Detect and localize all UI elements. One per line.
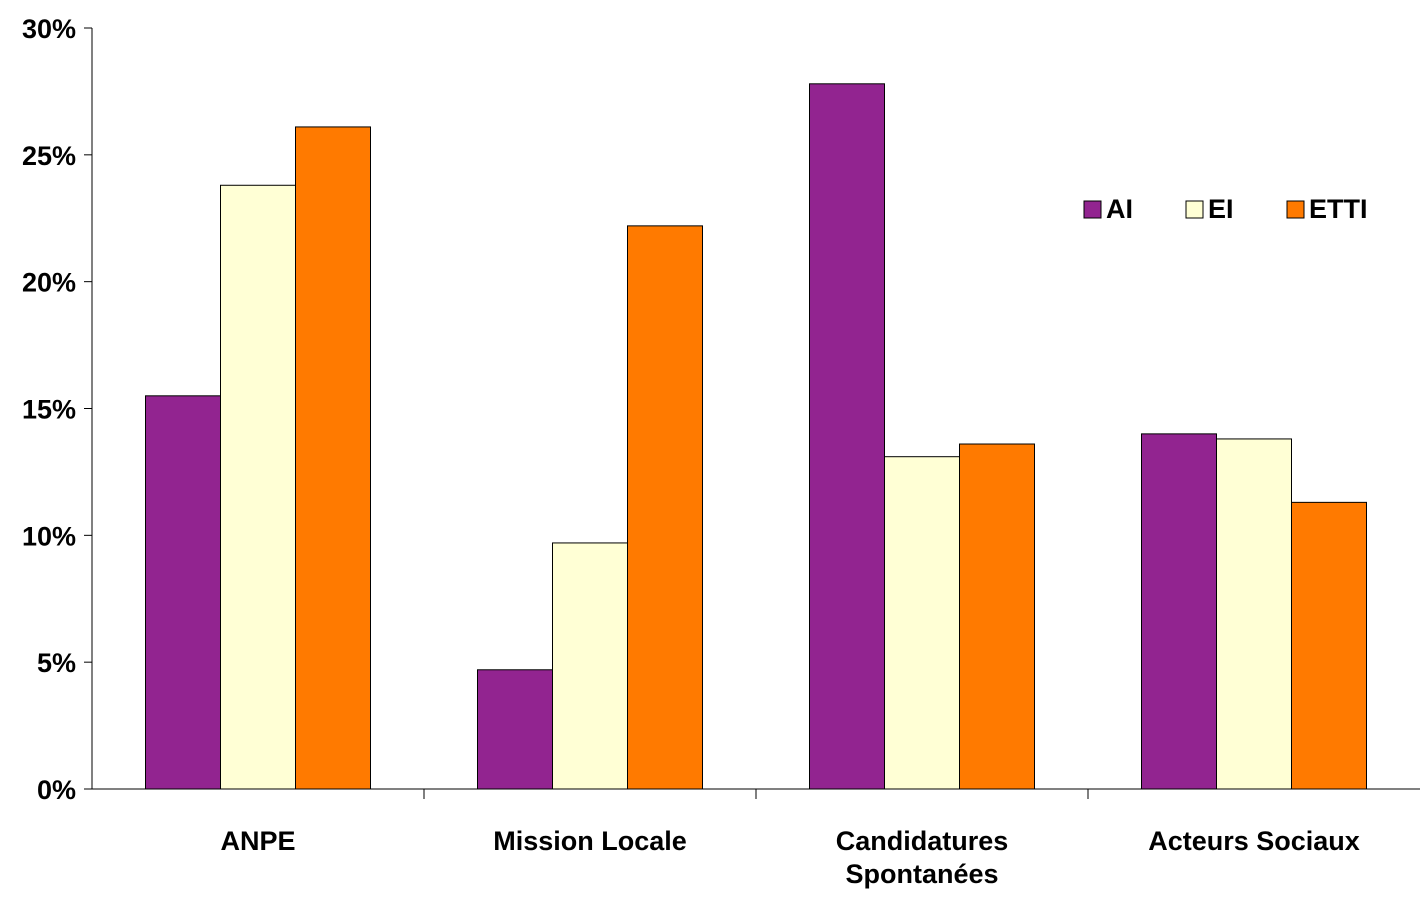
y-tick-label: 10% (22, 521, 76, 551)
x-axis: ANPE Mission Locale Candidatures Spontanées… (92, 788, 1420, 889)
bar-ei-0 (220, 184, 296, 790)
y-tick-label: 5% (37, 648, 76, 678)
y-tick-label: 25% (22, 141, 76, 171)
bar-ai-3 (1141, 433, 1217, 790)
bar-ai-0 (145, 395, 221, 790)
bar-etti-1 (627, 225, 703, 790)
legend: AI EI ETTI (1083, 194, 1368, 224)
y-tick-label: 20% (22, 268, 76, 298)
x-category-label: ANPE (220, 826, 295, 856)
bar-ei-2 (884, 456, 960, 790)
x-category-label: Candidatures Spontanées (836, 826, 1009, 889)
legend-swatch-ei (1185, 200, 1204, 219)
bar-ai-1 (477, 669, 553, 790)
legend-swatch-ai (1083, 200, 1102, 219)
y-tick-label: 15% (22, 395, 76, 425)
bar-ei-1 (552, 542, 628, 790)
y-tick-label: 0% (37, 775, 76, 805)
x-category-label: Mission Locale (493, 826, 687, 856)
x-category-label-line: Acteurs Sociaux (1148, 826, 1360, 856)
x-category-label-line: ANPE (220, 826, 295, 856)
bar-etti-0 (295, 126, 371, 790)
x-category-label-line: Mission Locale (493, 826, 687, 856)
x-category-label-line: Spontanées (845, 859, 998, 889)
y-axis: 0% 5% 10% 15% 20% 25% 30% (22, 14, 93, 805)
bar-ai-2 (809, 83, 885, 790)
bar-etti-3 (1291, 501, 1367, 790)
legend-label-ai: AI (1106, 194, 1133, 224)
legend-label-etti: ETTI (1309, 194, 1368, 224)
bars (145, 83, 1367, 790)
x-category-label-line: Candidatures (836, 826, 1009, 856)
legend-label-ei: EI (1208, 194, 1234, 224)
bar-etti-2 (959, 443, 1035, 790)
legend-swatch-etti (1286, 200, 1305, 219)
x-category-label: Acteurs Sociaux (1148, 826, 1360, 856)
bar-ei-3 (1216, 438, 1292, 790)
y-tick-label: 30% (22, 14, 76, 44)
